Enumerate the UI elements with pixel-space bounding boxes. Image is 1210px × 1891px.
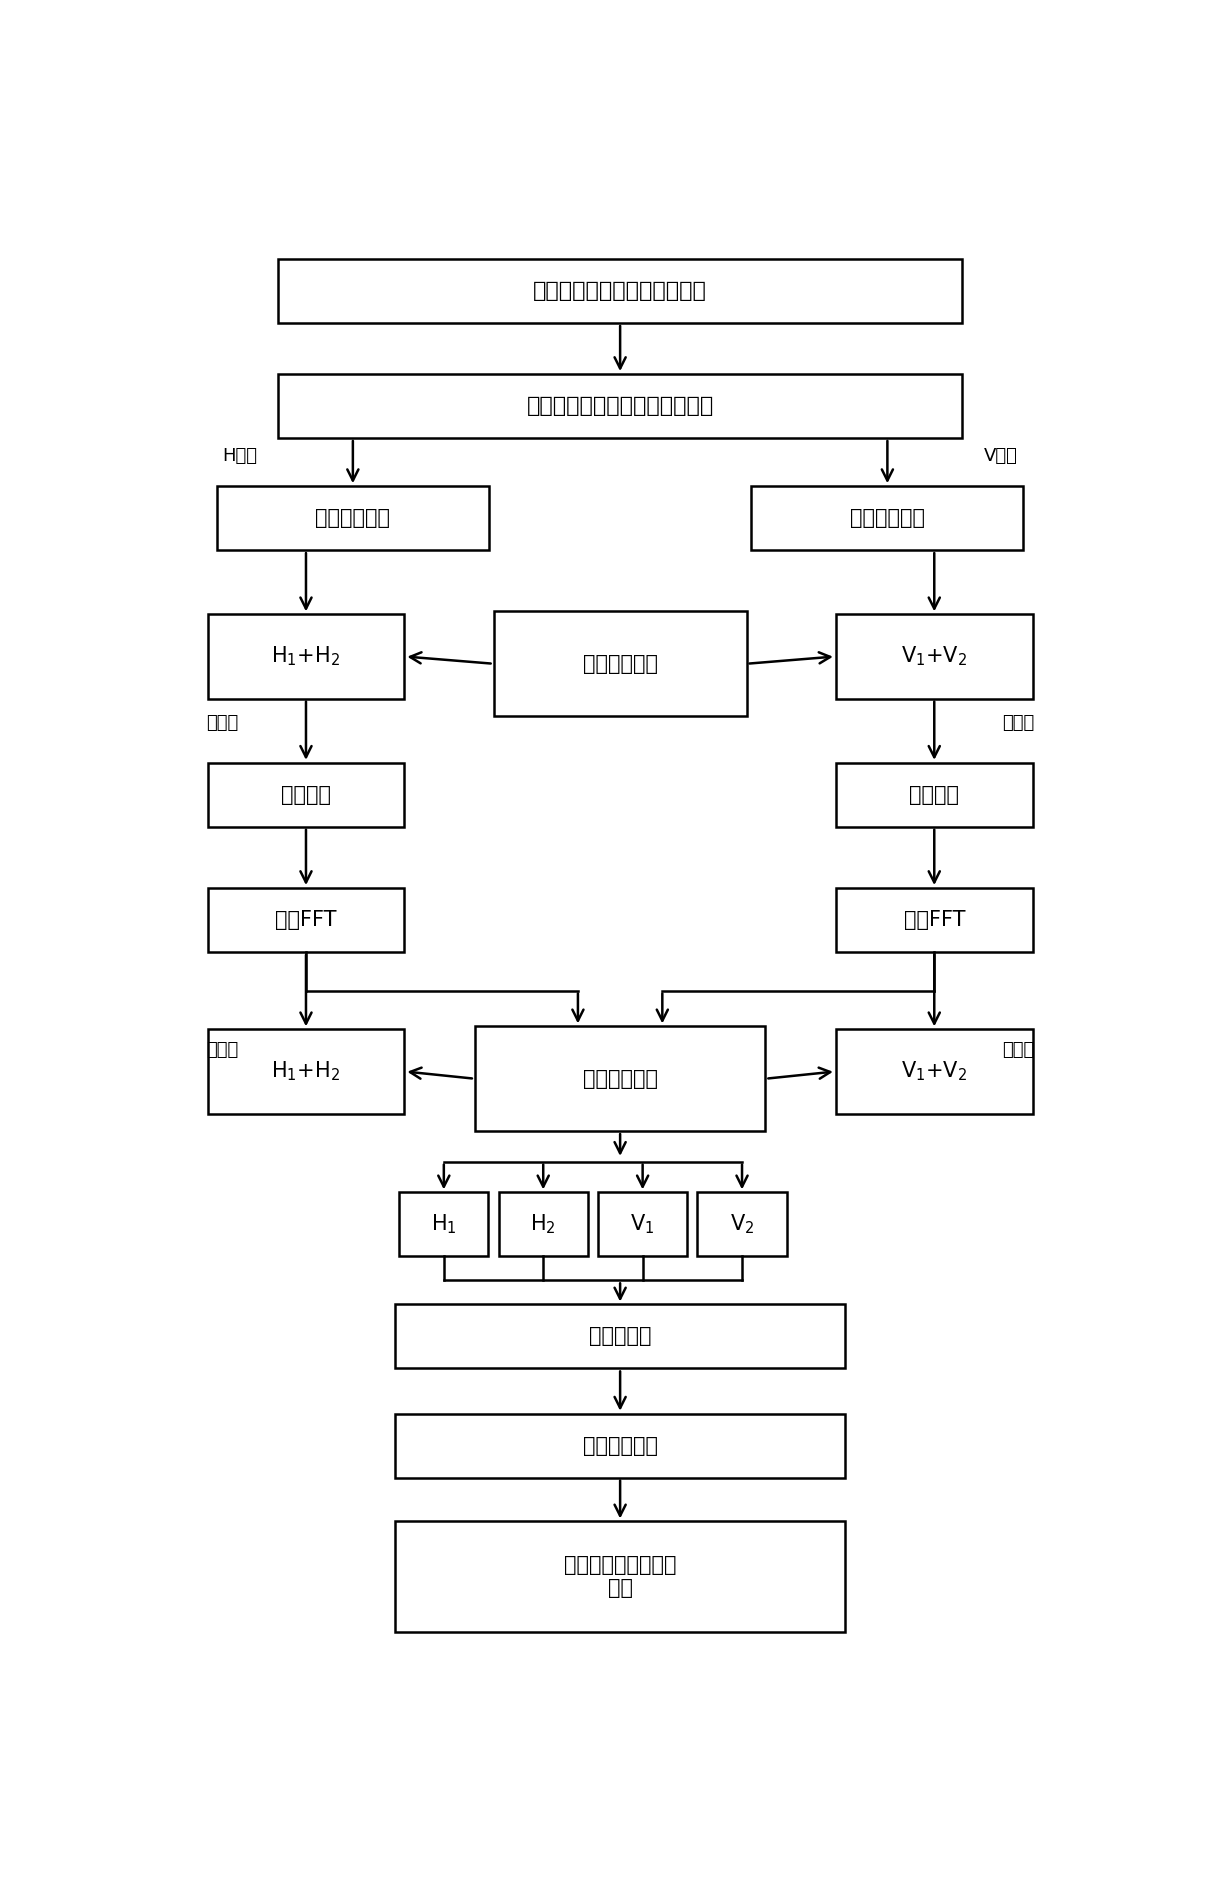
Text: 插值FFT: 插值FFT xyxy=(904,910,966,930)
Text: 参考面选取: 参考面选取 xyxy=(589,1326,651,1346)
Bar xyxy=(697,1193,786,1256)
Text: 光谱整形: 光谱整形 xyxy=(909,785,960,806)
Bar xyxy=(499,1193,588,1256)
Text: H$_1$+H$_2$: H$_1$+H$_2$ xyxy=(271,1059,340,1084)
Text: 光谱整形: 光谱整形 xyxy=(281,785,332,806)
Bar xyxy=(278,259,962,323)
Bar xyxy=(399,1193,489,1256)
Text: 波数域: 波数域 xyxy=(206,715,238,732)
Text: H$_2$: H$_2$ xyxy=(530,1212,557,1237)
Bar xyxy=(208,762,404,826)
Bar xyxy=(208,889,404,951)
Bar xyxy=(278,374,962,439)
Bar xyxy=(751,486,1024,550)
Text: 调平参考光并校正偏振分束器: 调平参考光并校正偏振分束器 xyxy=(534,282,707,301)
Bar xyxy=(217,486,489,550)
Text: V$_2$: V$_2$ xyxy=(730,1212,754,1237)
Bar xyxy=(494,611,747,717)
Text: H$_1$: H$_1$ xyxy=(431,1212,456,1237)
Text: V$_1$: V$_1$ xyxy=(630,1212,655,1237)
Text: H通道: H通道 xyxy=(223,446,258,465)
Text: V通道: V通道 xyxy=(984,446,1018,465)
Text: 背景信号去除: 背景信号去除 xyxy=(316,509,391,528)
Text: 距离域: 距离域 xyxy=(206,1040,238,1059)
Text: V$_1$+V$_2$: V$_1$+V$_2$ xyxy=(901,1059,967,1084)
Text: 偏振信息解算: 偏振信息解算 xyxy=(583,1435,657,1456)
Bar xyxy=(394,1414,845,1477)
Bar xyxy=(836,762,1032,826)
Bar xyxy=(394,1522,845,1632)
Bar xyxy=(208,615,404,698)
Bar xyxy=(836,889,1032,951)
Text: 调平探测光输入两个偏振态功率: 调平探测光输入两个偏振态功率 xyxy=(526,395,714,416)
Bar xyxy=(598,1193,687,1256)
Text: V$_1$+V$_2$: V$_1$+V$_2$ xyxy=(901,645,967,668)
Bar xyxy=(208,1029,404,1114)
Text: 极坐标转换为笛卡尔
坐标: 极坐标转换为笛卡尔 坐标 xyxy=(564,1554,676,1598)
Text: 两态色散补偿: 两态色散补偿 xyxy=(583,654,657,673)
Bar xyxy=(836,1029,1032,1114)
Text: 波数域: 波数域 xyxy=(1002,715,1035,732)
Text: 距离域: 距离域 xyxy=(1002,1040,1035,1059)
Text: 插值FFT: 插值FFT xyxy=(275,910,336,930)
Bar xyxy=(394,1305,845,1369)
Bar xyxy=(836,615,1032,698)
Bar xyxy=(474,1027,766,1131)
Text: H$_1$+H$_2$: H$_1$+H$_2$ xyxy=(271,645,340,668)
Text: 背景信号去除: 背景信号去除 xyxy=(849,509,924,528)
Text: 两态图像分割: 两态图像分割 xyxy=(583,1068,657,1089)
